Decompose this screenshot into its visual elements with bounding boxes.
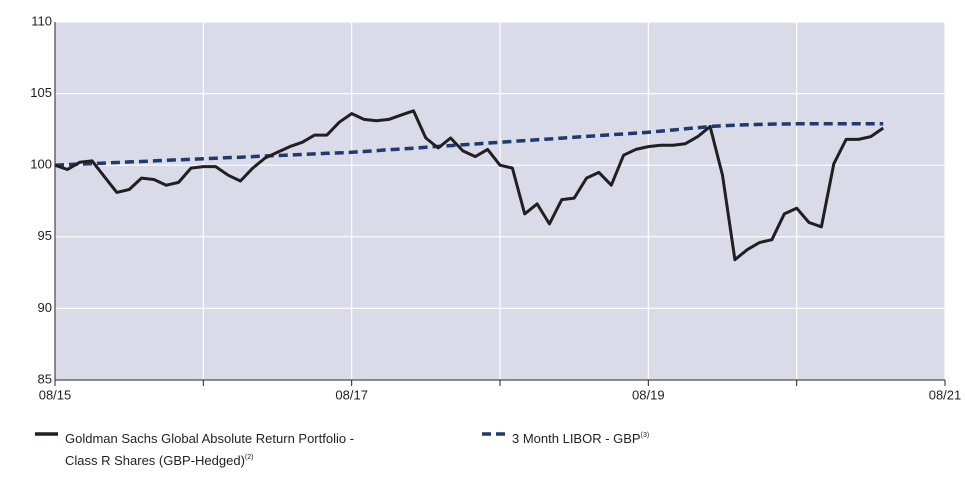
y-tick-label: 90 [38,300,52,315]
y-tick-label: 100 [30,157,52,172]
legend-label: Goldman Sachs Global Absolute Return Por… [65,431,354,446]
legend-label: Class R Shares (GBP-Hedged)(2) [65,453,253,468]
legend-label: 3 Month LIBOR - GBP(3) [512,431,649,446]
y-tick-label: 110 [31,13,52,28]
y-tick-label: 105 [30,85,52,100]
legend-footnote: (2) [245,454,254,461]
legend-label-text: Goldman Sachs Global Absolute Return Por… [65,431,354,446]
legend-footnote: (3) [641,432,650,439]
y-tick-label: 95 [38,228,52,243]
x-tick-label: 08/17 [335,387,368,402]
legend-label-text: Class R Shares (GBP-Hedged) [65,453,245,468]
legend-label-text: 3 Month LIBOR - GBP [512,431,641,446]
x-tick-label: 08/15 [39,387,72,402]
series-line [54,109,885,262]
y-tick-label: 85 [38,371,52,386]
series-line [54,121,884,167]
x-tick-label: 08/19 [632,387,665,402]
x-tick-label: 08/21 [929,387,962,402]
